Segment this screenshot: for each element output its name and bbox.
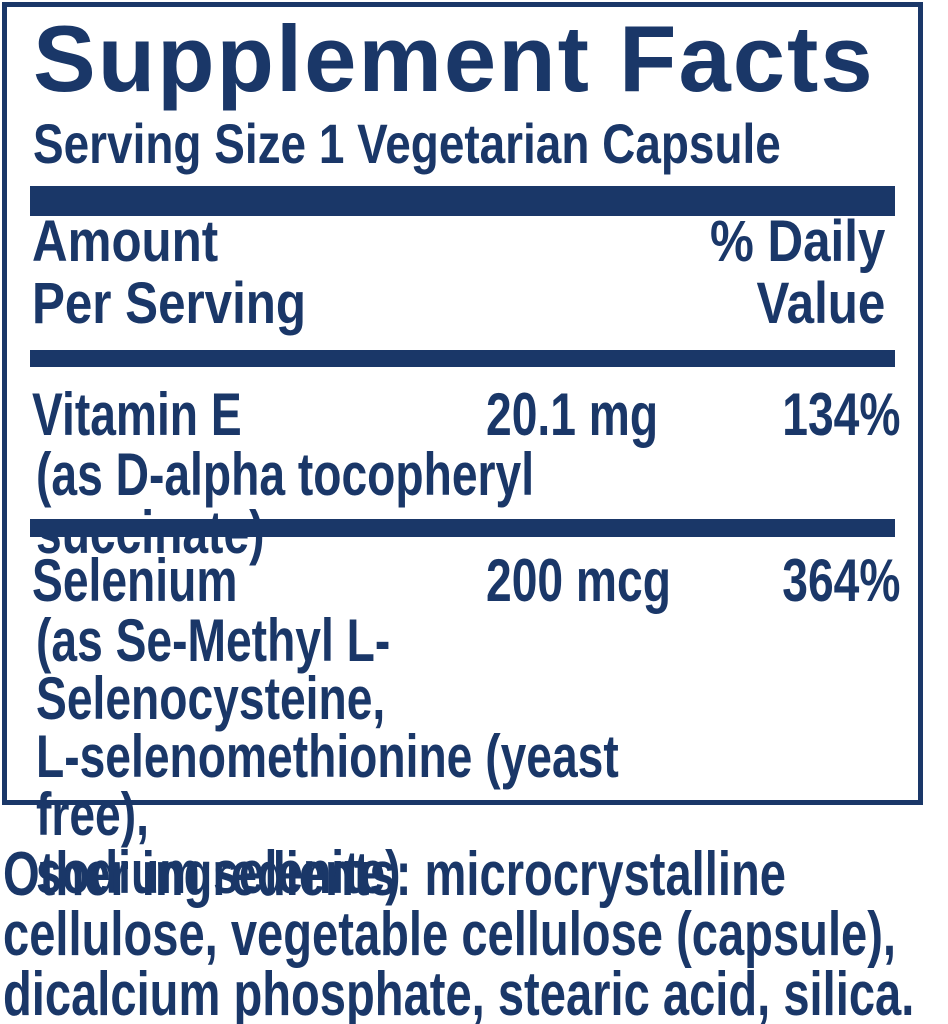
nutrient-description-vitamin-e: (as D-alpha tocopheryl succinate) xyxy=(36,441,535,563)
nutrient-description-selenium: (as Se-Methyl L-Selenocysteine, L-seleno… xyxy=(36,607,619,906)
divider-bar-medium xyxy=(30,350,895,367)
amount-per-serving-header: Amount Per Serving xyxy=(32,209,307,336)
nutrient-name-vitamin-e: Vitamin E xyxy=(32,381,242,448)
divider-bar-thin xyxy=(30,519,895,537)
nutrient-name-selenium: Selenium xyxy=(32,547,238,614)
nutrient-daily-value-vitamin-e: 134% xyxy=(781,381,900,448)
other-ingredients-text: Other ingredients: microcrystalline cell… xyxy=(3,840,915,1024)
panel-title: Supplement Facts xyxy=(33,6,875,111)
facts-panel-border: Supplement Facts Serving Size 1 Vegetari… xyxy=(2,2,923,903)
nutrient-daily-value-selenium: 364% xyxy=(781,547,900,614)
nutrient-amount-selenium: 200 mcg xyxy=(486,547,671,614)
daily-value-header: % Daily Value xyxy=(709,209,885,336)
nutrient-amount-vitamin-e: 20.1 mg xyxy=(486,381,659,448)
serving-size-text: Serving Size 1 Vegetarian Capsule xyxy=(33,112,781,175)
divider-bar-thick xyxy=(30,186,895,216)
